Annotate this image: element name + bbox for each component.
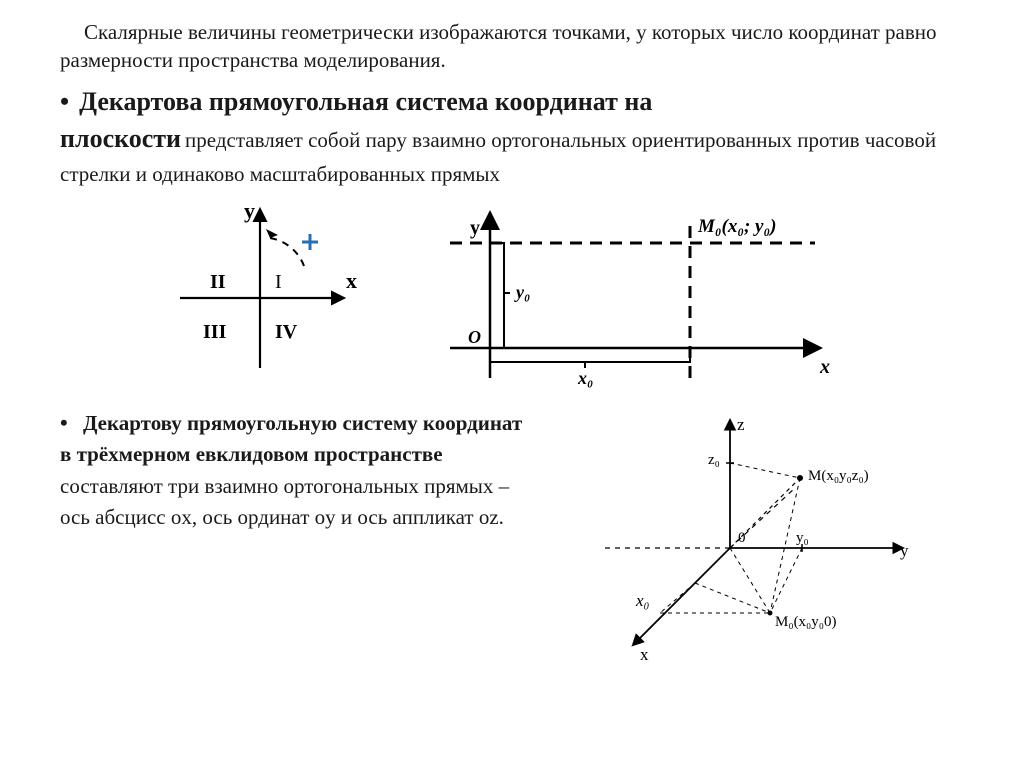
d3-x-label: x: [640, 645, 649, 664]
d1-q1: I: [275, 271, 282, 293]
d2-y0: y₀: [514, 282, 530, 302]
d3-z0: z₀: [708, 452, 720, 468]
diagram-quadrants: y x I II III IV: [140, 198, 380, 378]
para3-rest: составляют три взаимно ортогональных пря…: [60, 474, 509, 530]
diagram-point-m0: y x O y₀ x₀ M₀(x₀; y₀): [420, 198, 840, 398]
d3-z-label: z: [737, 415, 745, 434]
d2-origin: O: [468, 327, 481, 347]
heading-rest: представляет собой пару взаимно ортогона…: [60, 128, 936, 186]
diagram-3d: z y x z₀ y₀ x₀ 0 M(x₀y₀z₀) M₀(x₀y₀0): [540, 408, 940, 668]
d2-x-label: x: [819, 356, 830, 378]
d2-y-label: y: [470, 217, 480, 239]
d3-x0: x₀: [635, 591, 650, 610]
d2-x0: x₀: [577, 368, 593, 388]
heading-line1: Декартова прямоугольная система координа…: [79, 85, 652, 119]
d1-x-label: x: [346, 268, 357, 293]
d1-q2: II: [210, 271, 226, 293]
bullet-icon: •: [60, 89, 69, 115]
d1-y-label: y: [244, 198, 255, 223]
para3-bold: Декартову прямоугольную систему координа…: [60, 411, 522, 467]
d3-m: M(x₀y₀z₀): [808, 468, 869, 484]
d3-y0: y₀: [796, 530, 809, 546]
d3-y-label: y: [900, 541, 909, 560]
d2-m-label: M₀(x₀; y₀): [697, 216, 776, 237]
heading-line2-bold: плоскости: [60, 124, 181, 153]
d3-origin: 0: [738, 530, 746, 546]
d3-m0: M₀(x₀y₀0): [775, 614, 837, 630]
intro-paragraph: Скалярные величины геометрически изображ…: [60, 18, 974, 75]
d1-q3: III: [203, 321, 227, 343]
d1-q4: IV: [275, 321, 298, 343]
heading-block: • Декартова прямоугольная система коорди…: [60, 85, 974, 192]
paragraph-3d: • Декартову прямоугольную систему коорди…: [60, 408, 530, 668]
